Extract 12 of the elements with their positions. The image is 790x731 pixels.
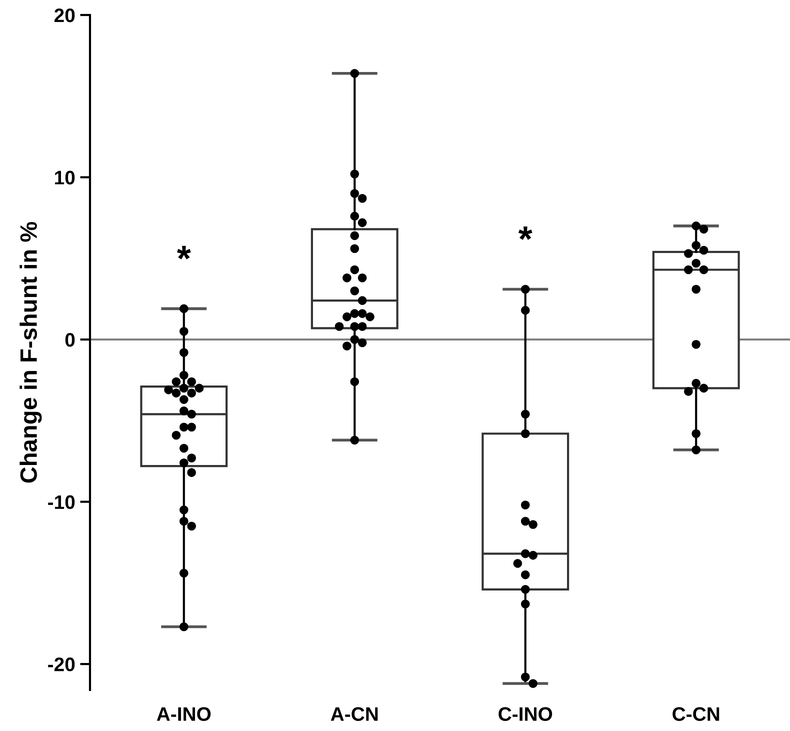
x-tick-label: A-CN <box>330 707 378 721</box>
y-tick-label: 10 <box>55 170 75 184</box>
x-tick-label: C-CN <box>672 707 720 721</box>
y-tick-label: -10 <box>48 495 75 510</box>
y-tick-label: -20 <box>48 658 75 672</box>
annotation: * <box>176 246 191 260</box>
y-axis-title: Change in F-shunt in % <box>20 222 42 483</box>
x-tick-label: C-INO <box>498 707 552 721</box>
y-tick-label: 20 <box>54 8 75 22</box>
annotation: * <box>518 226 532 240</box>
x-tick-label: A-INO <box>156 707 211 721</box>
y-tick-label: 0 <box>65 332 75 347</box>
